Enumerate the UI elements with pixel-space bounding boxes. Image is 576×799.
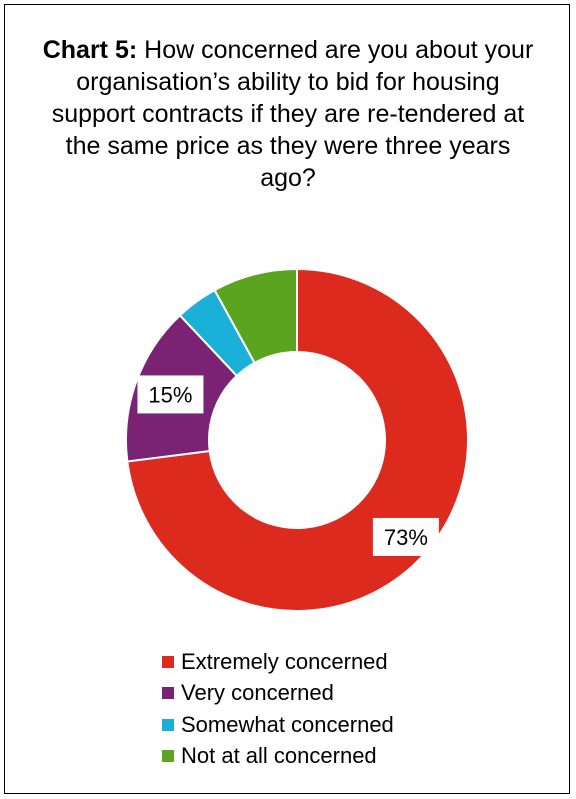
data-label-box bbox=[372, 517, 439, 556]
data-label-text: 15% bbox=[148, 382, 192, 407]
legend-item: Very concerned bbox=[162, 678, 394, 710]
donut-slice-not-at-all-concerned bbox=[213, 267, 298, 365]
chart-title: Chart 5: How concerned are you about you… bbox=[40, 34, 536, 194]
chart-title-prefix: Chart 5: bbox=[42, 36, 138, 64]
chart-legend: Extremely concerned Very concerned Somewha… bbox=[162, 646, 394, 772]
data-label-text: 73% bbox=[384, 525, 428, 550]
legend-swatch bbox=[162, 655, 174, 668]
legend-swatch bbox=[162, 718, 174, 731]
legend-item: Somewhat concerned bbox=[162, 709, 394, 741]
data-label-very-concerned: 15% bbox=[137, 375, 204, 414]
legend-item: Extremely concerned bbox=[162, 646, 394, 678]
legend-label: Somewhat concerned bbox=[181, 711, 394, 737]
legend-item: Not at all concerned bbox=[162, 741, 394, 773]
data-label-extremely-concerned: 73% bbox=[372, 517, 439, 556]
chart-title-text: How concerned are you about your organis… bbox=[51, 36, 534, 192]
chart-frame bbox=[4, 4, 570, 794]
legend-label: Not at all concerned bbox=[181, 743, 377, 769]
legend-swatch bbox=[162, 687, 174, 700]
legend-label: Extremely concerned bbox=[181, 648, 388, 674]
legend-label: Very concerned bbox=[181, 680, 334, 706]
data-label-box bbox=[137, 375, 204, 414]
legend-swatch bbox=[162, 750, 174, 763]
